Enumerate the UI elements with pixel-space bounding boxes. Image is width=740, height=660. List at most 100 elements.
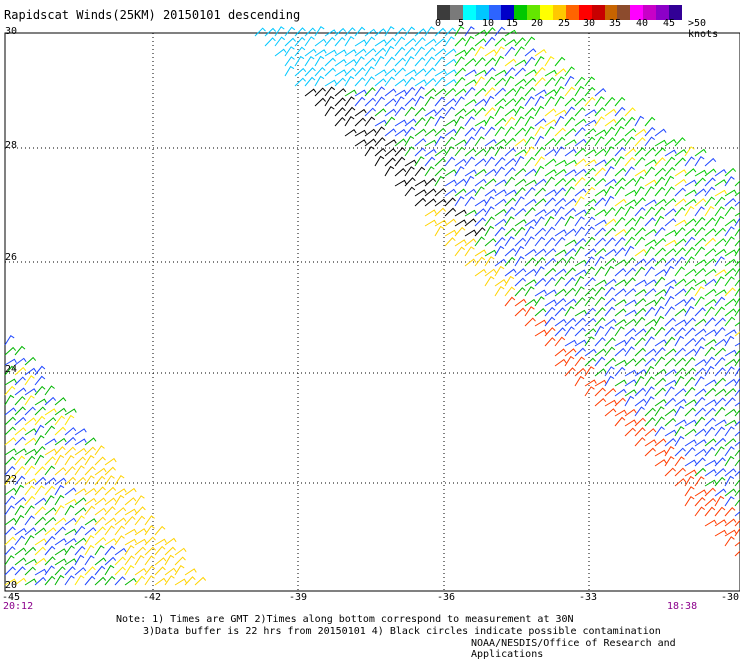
wind-barb: [544, 306, 556, 317]
wind-barb: [524, 306, 535, 317]
wind-barb: [694, 396, 706, 407]
wind-barb: [304, 36, 315, 47]
wind-barb: [724, 475, 735, 487]
wind-barb: [54, 446, 66, 456]
wind-barb: [574, 317, 586, 327]
legend-swatch: [553, 5, 566, 20]
wind-barb: [724, 387, 737, 397]
wind-barb: [594, 219, 607, 227]
wind-barb: [474, 98, 487, 107]
wind-barb: [594, 256, 605, 267]
wind-barb: [734, 420, 740, 427]
wind-barb: [494, 97, 507, 107]
wind-barb: [704, 338, 717, 347]
wind-barb: [574, 97, 586, 107]
wind-barb: [44, 495, 55, 506]
wind-barb: [4, 555, 15, 566]
wind-barb: [674, 456, 685, 467]
wind-barb: [464, 86, 476, 97]
wind-barb: [684, 495, 695, 507]
wind-barb: [24, 367, 37, 376]
wind-barb: [594, 368, 607, 377]
wind-barb: [734, 349, 740, 357]
wind-barb: [714, 406, 726, 417]
wind-barb: [64, 454, 75, 466]
wind-barb: [574, 269, 587, 277]
wind-barb: [394, 96, 405, 107]
y-label-26: 26: [5, 252, 18, 263]
wind-barb: [494, 265, 505, 277]
wind-barb: [614, 397, 626, 407]
wind-barb: [554, 229, 567, 237]
wind-barb: [584, 379, 597, 387]
wind-barb: [684, 227, 697, 237]
wind-barb: [594, 337, 606, 347]
wind-barb: [674, 178, 687, 187]
wind-barb: [444, 146, 455, 157]
wind-barb: [634, 156, 646, 167]
wind-barb: [634, 368, 647, 377]
wind-barb: [4, 536, 16, 546]
wind-barb: [724, 329, 737, 337]
wind-barb: [274, 48, 287, 57]
wind-barb: [654, 449, 667, 457]
wind-barb: [674, 335, 685, 347]
wind-barb: [554, 177, 567, 187]
wind-barb: [694, 467, 707, 477]
wind-barb: [594, 379, 607, 387]
wind-barb: [494, 218, 507, 227]
wind-barb: [4, 566, 16, 576]
wind-barb: [24, 375, 35, 386]
wind-barb: [64, 498, 77, 506]
wind-barb: [494, 179, 507, 187]
wind-barb: [564, 247, 577, 257]
wind-barb: [514, 226, 526, 237]
wind-barb: [644, 336, 655, 347]
wind-barb: [464, 258, 477, 267]
wind-barb: [394, 167, 407, 177]
wind-barb: [434, 69, 447, 77]
wind-barb: [24, 566, 36, 576]
wind-barb: [664, 208, 677, 217]
wind-barb: [634, 137, 646, 147]
wind-barb: [674, 238, 687, 247]
wind-barb: [34, 385, 46, 396]
wind-barb: [654, 347, 666, 357]
wind-barb: [594, 247, 607, 257]
wind-barb: [584, 296, 595, 307]
wind-barb: [564, 339, 577, 347]
wind-barb: [354, 108, 367, 117]
wind-barb: [734, 519, 740, 527]
wind-barb: [174, 565, 185, 576]
wind-barb: [534, 66, 546, 77]
wind-barb: [734, 357, 740, 367]
wind-barb: [104, 538, 117, 546]
wind-barb: [704, 346, 716, 357]
wind-barb: [684, 428, 697, 437]
wind-barb: [654, 147, 666, 157]
wind-barb: [684, 236, 696, 247]
wind-barb: [594, 87, 607, 97]
wind-barb: [694, 367, 706, 377]
wind-barb: [484, 268, 497, 277]
wind-barb: [494, 69, 507, 77]
wind-barb: [664, 446, 675, 457]
wind-barb: [504, 296, 516, 307]
wind-barb: [354, 129, 367, 137]
wind-barb: [524, 115, 535, 127]
end-time: 18:38: [667, 601, 698, 612]
wind-barb: [454, 88, 467, 97]
wind-barb: [274, 26, 285, 37]
wind-barb: [84, 475, 95, 486]
wind-barb: [644, 288, 657, 297]
wind-barb: [74, 574, 85, 586]
wind-barb: [684, 296, 696, 307]
legend-label: >50 knots: [688, 18, 719, 40]
wind-barb: [594, 159, 607, 167]
wind-barb: [64, 427, 77, 436]
wind-barb: [674, 467, 686, 477]
wind-barb: [704, 519, 717, 527]
wind-barb: [494, 278, 507, 287]
wind-barb: [604, 326, 615, 337]
wind-barb: [574, 327, 586, 337]
